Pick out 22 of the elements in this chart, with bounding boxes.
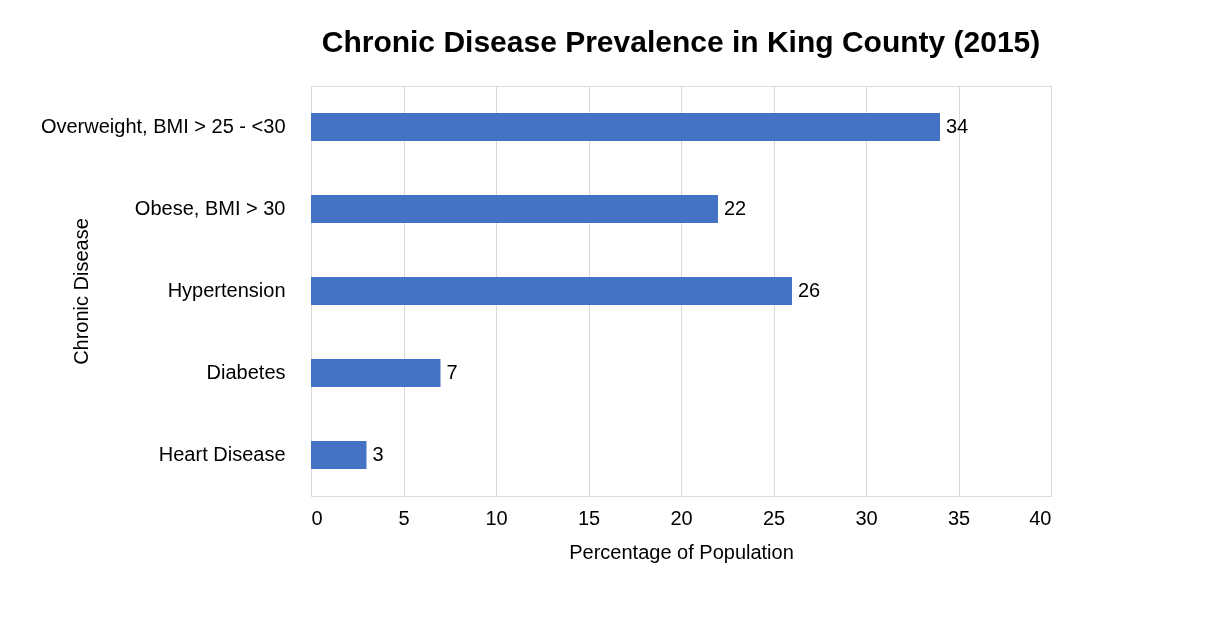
y-tick-label: Overweight, BMI > 25 - <30	[40, 115, 286, 137]
data-label: 7	[446, 361, 458, 383]
x-tick-label: 30	[855, 506, 878, 529]
x-tick-label: 25	[762, 506, 786, 529]
y-tick-label: Hypertension	[167, 279, 286, 301]
chart-title: Chronic Disease Prevalence in King County (2015)	[321, 25, 1041, 58]
data-label: 34	[946, 115, 969, 137]
x-tick-label: 40	[1029, 506, 1052, 529]
y-axis-title: Chronic Disease	[69, 218, 92, 365]
data-label: 22	[724, 197, 747, 219]
x-tick-label: 5	[398, 506, 410, 529]
y-tick-label: Diabetes	[206, 361, 286, 383]
x-tick-label: 20	[670, 506, 693, 529]
x-tick-label: 0	[311, 506, 323, 529]
x-tick-label: 10	[485, 506, 508, 529]
x-tick-label: 35	[947, 506, 971, 529]
data-label: 3	[372, 443, 384, 465]
x-axis-title: Percentage of Population	[569, 540, 794, 563]
y-tick-label: Obese, BMI > 30	[134, 197, 286, 219]
x-tick-label: 15	[577, 506, 601, 529]
data-label: 26	[798, 279, 821, 301]
y-tick-label: Heart Disease	[158, 443, 286, 465]
